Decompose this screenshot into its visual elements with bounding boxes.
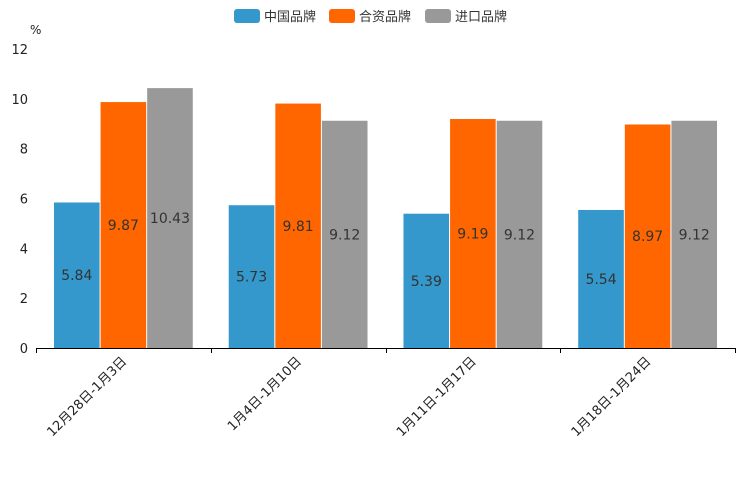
legend: 中国品牌 合资品牌 进口品牌	[234, 9, 507, 25]
bar-1-3	[403, 213, 450, 348]
bar-1-2	[228, 205, 275, 348]
bar-1-1	[53, 202, 100, 348]
bar-3-2	[321, 120, 368, 348]
value-label-3-2: 9.12	[329, 227, 360, 243]
value-label-1-3: 5.39	[411, 274, 442, 290]
x-category-label-2: 1月4日-1月10日	[225, 354, 305, 434]
bar-3-3	[496, 120, 543, 348]
value-label-3-1: 10.43	[150, 211, 190, 227]
legend-label-2[interactable]: 合资品牌	[359, 9, 411, 25]
value-label-2-4: 8.97	[632, 229, 663, 245]
bar-3-1	[147, 88, 193, 348]
x-category-label-1: 12月28日-1月3日	[44, 354, 130, 440]
y-axis-unit: %	[30, 23, 41, 37]
bar-2-2	[275, 103, 321, 348]
y-tick-label: 8	[20, 143, 28, 158]
x-category-label-4: 1月18日-1月24日	[569, 354, 655, 440]
y-tick-label: 12	[11, 43, 28, 58]
y-tick-label: 6	[20, 193, 28, 208]
bar-2-1	[100, 102, 147, 348]
legend-swatch-2[interactable]	[329, 9, 355, 23]
y-tick-label: 10	[11, 93, 28, 108]
bar-1-4	[578, 209, 624, 348]
legend-label-3[interactable]: 进口品牌	[455, 9, 507, 25]
y-axis: 0 2 4 6 8 10 12	[11, 43, 28, 357]
y-tick-label: 4	[20, 242, 28, 257]
value-label-1-1: 5.84	[61, 268, 92, 284]
value-labels: 5.84 5.73 5.39 5.54 9.87 9.81 9.19 8.97 10.43 9.1…	[61, 211, 710, 290]
legend-swatch-1[interactable]	[234, 9, 260, 23]
y-tick-label: 0	[20, 342, 28, 357]
value-label-2-3: 9.19	[457, 227, 488, 243]
bar-2-4	[624, 124, 671, 348]
x-category-label-3: 1月11日-1月17日	[394, 354, 480, 440]
value-label-1-4: 5.54	[585, 272, 616, 288]
value-label-2-2: 9.81	[283, 219, 314, 235]
value-label-3-4: 9.12	[679, 227, 710, 243]
bar-2-3	[450, 119, 496, 348]
value-label-3-3: 9.12	[504, 227, 535, 243]
value-label-1-2: 5.73	[236, 270, 267, 286]
bars	[53, 88, 718, 348]
legend-swatch-3[interactable]	[425, 9, 451, 23]
y-tick-label: 2	[20, 292, 28, 307]
value-label-2-1: 9.87	[108, 218, 139, 234]
legend-label-1[interactable]: 中国品牌	[264, 9, 316, 25]
bar-3-4	[671, 120, 718, 348]
x-axis: 12月28日-1月3日 1月4日-1月10日 1月11日-1月17日 1月18日-1月…	[36, 348, 736, 440]
